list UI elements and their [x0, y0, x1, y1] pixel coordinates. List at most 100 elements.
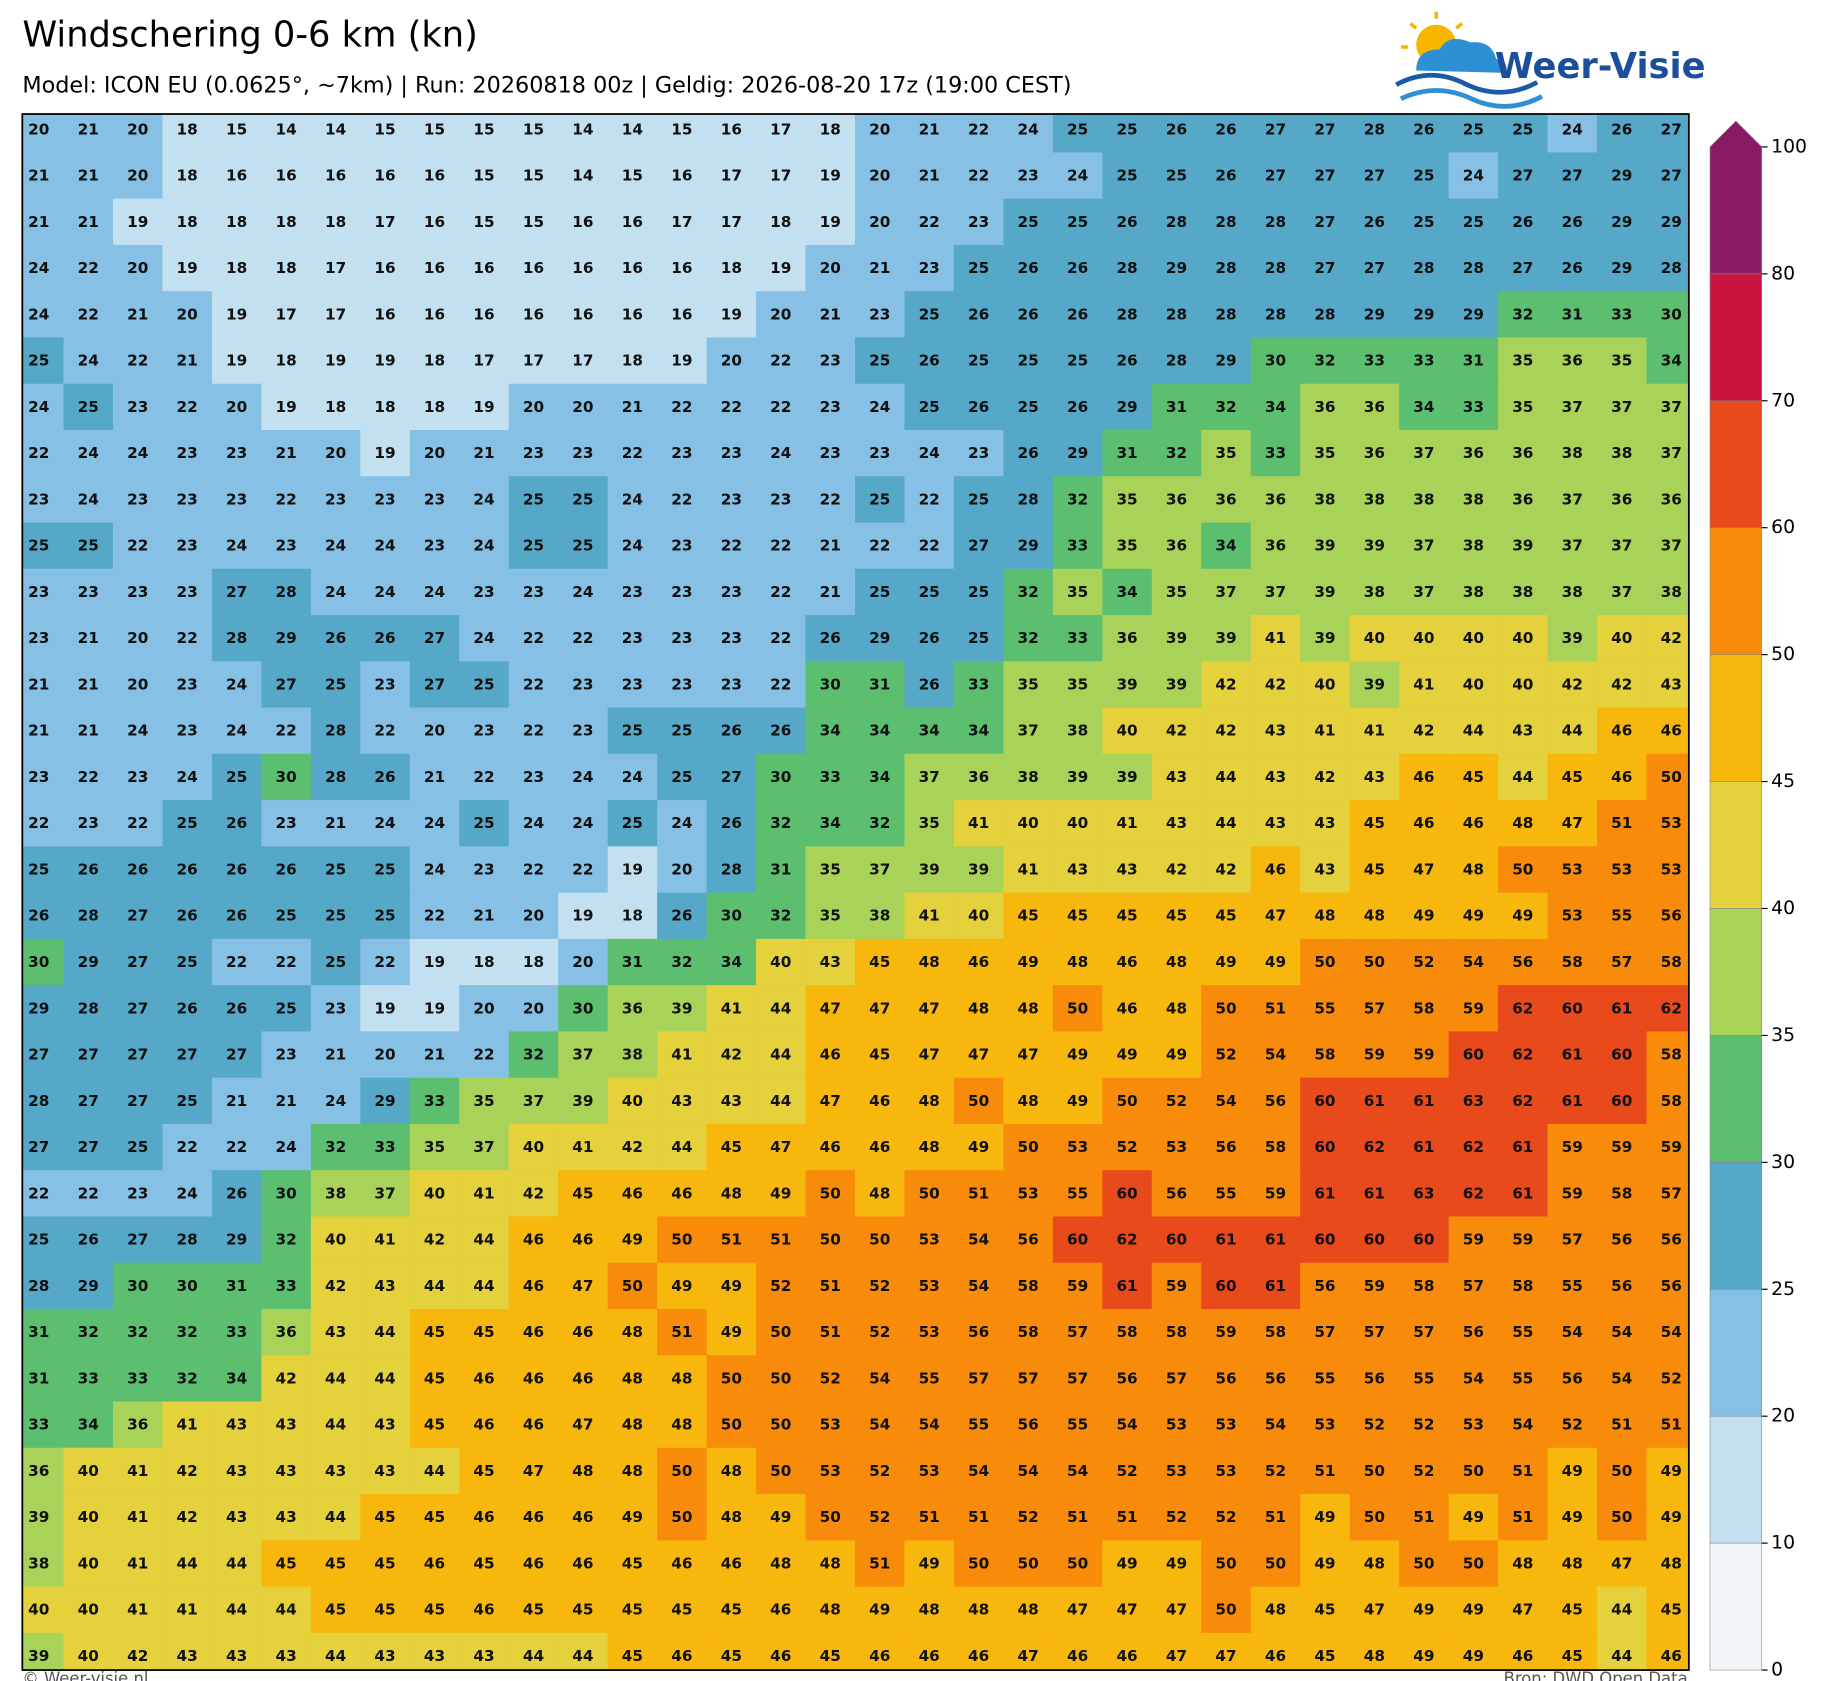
cell [607, 1447, 658, 1495]
cell [1646, 615, 1690, 662]
cell-value: 52 [820, 1369, 841, 1387]
cell [22, 1632, 65, 1671]
cell [508, 892, 559, 940]
cell-value: 45 [820, 1647, 841, 1665]
cell-value: 20 [671, 860, 692, 878]
cell-value: 27 [721, 768, 742, 786]
cell-value: 23 [127, 490, 148, 508]
cell-value: 21 [78, 213, 99, 231]
cell-value: 51 [968, 1508, 989, 1526]
cell [162, 1632, 213, 1671]
colorbar-segment [1709, 120, 1763, 275]
cell-value: 24 [523, 814, 544, 832]
cell [310, 938, 361, 986]
cell-value: 21 [325, 1046, 346, 1064]
cell-value: 28 [1463, 259, 1484, 277]
cell [459, 1355, 510, 1403]
cell [409, 1447, 460, 1495]
cell-value: 58 [1018, 1277, 1039, 1295]
cell-value: 40 [28, 1601, 49, 1619]
cell [805, 429, 856, 477]
cell [558, 661, 609, 709]
cell [558, 1355, 609, 1403]
cell [1201, 753, 1252, 801]
cell-value: 46 [473, 1369, 494, 1387]
cell-value: 19 [424, 999, 445, 1017]
cell [1349, 1031, 1400, 1079]
cell [953, 244, 1004, 292]
cell [112, 615, 164, 662]
cell-value: 22 [424, 907, 445, 925]
cell-value: 26 [1116, 352, 1137, 370]
cell [22, 938, 65, 986]
cell-value: 23 [275, 1046, 296, 1064]
cell-value: 27 [1364, 259, 1385, 277]
cell-value: 27 [275, 675, 296, 693]
cell [1201, 846, 1252, 894]
cell [607, 800, 658, 847]
cell [409, 892, 460, 940]
cell [261, 1031, 312, 1079]
cell [310, 661, 361, 709]
cell-value: 25 [1166, 167, 1187, 185]
cell [1448, 1401, 1499, 1449]
cell [1102, 753, 1153, 801]
cell [1250, 1494, 1301, 1541]
cell [953, 615, 1004, 662]
cell-value: 31 [770, 860, 791, 878]
cell-value: 38 [1463, 537, 1484, 555]
cell-value: 20 [28, 120, 49, 138]
cell [756, 337, 807, 385]
cell-value: 49 [1512, 907, 1533, 925]
cell-value: 57 [1166, 1369, 1187, 1387]
cell [607, 846, 658, 894]
cell [22, 476, 65, 524]
cell [162, 985, 213, 1032]
cell-value: 27 [226, 1046, 247, 1064]
cell-value: 24 [622, 768, 643, 786]
cell-value: 24 [325, 583, 346, 601]
cell-value: 29 [1463, 305, 1484, 323]
cell-value: 50 [1512, 860, 1533, 878]
cell [508, 800, 559, 847]
cell [1646, 846, 1690, 894]
cell [607, 114, 658, 154]
cell-value: 52 [770, 1277, 791, 1295]
cell [558, 1216, 609, 1264]
cell-value: 24 [127, 444, 148, 462]
cell [360, 892, 411, 940]
cell-value: 53 [919, 1462, 940, 1480]
cell [607, 1540, 658, 1588]
cell [1349, 615, 1400, 662]
cell-value: 51 [1116, 1508, 1137, 1526]
cell-value: 23 [820, 398, 841, 416]
cell-value: 37 [1215, 583, 1236, 601]
cell-value: 28 [1314, 305, 1335, 323]
cell [1349, 1632, 1400, 1671]
cell-value: 40 [78, 1462, 99, 1480]
cell [409, 1262, 460, 1310]
cell [657, 198, 708, 246]
cell [112, 985, 164, 1032]
cell-value: 26 [177, 860, 198, 878]
cell [508, 1632, 559, 1671]
cell [1151, 1355, 1202, 1403]
cell [409, 152, 460, 200]
cell-value: 50 [1463, 1462, 1484, 1480]
cell-value: 54 [1661, 1323, 1682, 1341]
cell [261, 661, 312, 709]
cell [1300, 1401, 1351, 1449]
cell-value: 20 [770, 305, 791, 323]
cell-value: 38 [1562, 583, 1583, 601]
cell [1102, 800, 1153, 847]
cell [1052, 1494, 1103, 1541]
cell-value: 29 [374, 1092, 395, 1110]
cell [1151, 114, 1202, 154]
cell-value: 16 [473, 305, 494, 323]
cell [1646, 522, 1690, 570]
cell-value: 56 [1661, 1277, 1682, 1295]
cell [1201, 661, 1252, 709]
cell-value: 22 [226, 1138, 247, 1156]
cell [657, 1077, 708, 1125]
cell [508, 1262, 559, 1310]
